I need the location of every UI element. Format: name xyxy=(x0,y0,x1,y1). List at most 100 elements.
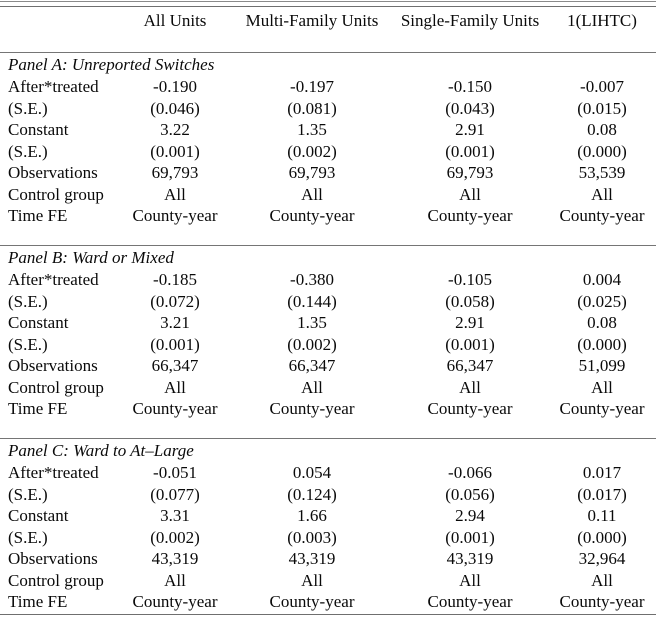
table-row: Constant 3.22 1.35 2.91 0.08 xyxy=(0,119,656,141)
table-row: Control group All All All All xyxy=(0,570,656,592)
table-row: Time FE County-year County-year County-year… xyxy=(0,205,656,227)
value-cell: All xyxy=(164,184,186,204)
header-rule xyxy=(0,52,656,53)
value-cell: County-year xyxy=(269,399,355,418)
value-cell: (0.001) xyxy=(150,141,200,161)
value-cell: 3.22 xyxy=(160,120,190,139)
value-cell: County-year xyxy=(559,206,645,225)
row-label: Control group xyxy=(8,184,104,204)
value-cell: All xyxy=(164,377,186,397)
row-label: (S.E.) xyxy=(8,98,48,118)
value-cell: All xyxy=(301,377,323,397)
table-row: Observations 69,793 69,793 69,793 53,539 xyxy=(0,162,656,184)
table-row: (S.E.) (0.001) (0.002) (0.001) (0.000) xyxy=(0,141,656,163)
panel-separator-rule xyxy=(0,438,656,439)
row-label: (S.E.) xyxy=(8,527,48,547)
table-row: Control group All All All All xyxy=(0,377,656,399)
value-cell: 3.31 xyxy=(160,506,190,525)
value-cell: County-year xyxy=(427,592,513,611)
row-label: After*treated xyxy=(8,77,99,96)
table-row: (S.E.) (0.072) (0.144) (0.058) (0.025) xyxy=(0,291,656,313)
value-cell: (0.058) xyxy=(445,291,495,311)
value-cell: (0.000) xyxy=(577,527,627,547)
table-row: Observations 66,347 66,347 66,347 51,099 xyxy=(0,355,656,377)
panel-title: Panel A: Unreported Switches xyxy=(8,55,215,74)
value-cell: (0.046) xyxy=(150,98,200,118)
value-cell: (0.056) xyxy=(445,484,495,504)
value-cell: 0.017 xyxy=(582,463,622,482)
value-cell: -0.105 xyxy=(448,270,492,289)
bottom-double-rule xyxy=(0,613,656,619)
table-row: Observations 43,319 43,319 43,319 32,964 xyxy=(0,548,656,570)
value-cell: All xyxy=(301,570,323,590)
value-cell: -0.150 xyxy=(448,77,492,96)
column-header-multi-family-units: Multi-Family Units xyxy=(245,11,379,30)
value-cell: 66,347 xyxy=(446,356,494,375)
table-row: (S.E.) (0.002) (0.003) (0.001) (0.000) xyxy=(0,527,656,549)
value-cell: County-year xyxy=(559,592,645,611)
row-label: Observations xyxy=(8,356,98,375)
row-label: Time FE xyxy=(8,592,68,611)
column-header-single-family-units: Single-Family Units xyxy=(400,11,540,30)
row-label: (S.E.) xyxy=(8,334,48,354)
table-row: Control group All All All All xyxy=(0,184,656,206)
top-double-rule xyxy=(0,1,656,7)
table-row: Time FE County-year County-year County-year… xyxy=(0,398,656,420)
value-cell: All xyxy=(591,570,613,590)
row-label: (S.E.) xyxy=(8,291,48,311)
value-cell: 66,347 xyxy=(288,356,336,375)
value-cell: (0.001) xyxy=(150,334,200,354)
value-cell: (0.072) xyxy=(150,291,200,311)
value-cell: 32,964 xyxy=(578,549,626,568)
value-cell: County-year xyxy=(132,206,218,225)
value-cell: (0.000) xyxy=(577,334,627,354)
value-cell: (0.144) xyxy=(287,291,337,311)
value-cell: County-year xyxy=(269,592,355,611)
row-label: Time FE xyxy=(8,399,68,418)
value-cell: (0.015) xyxy=(577,98,627,118)
value-cell: County-year xyxy=(132,399,218,418)
value-cell: 0.004 xyxy=(582,270,622,289)
table-row: (S.E.) (0.077) (0.124) (0.056) (0.017) xyxy=(0,484,656,506)
value-cell: 43,319 xyxy=(288,549,336,568)
value-cell: County-year xyxy=(427,206,513,225)
value-cell: (0.001) xyxy=(445,334,495,354)
value-cell: 3.21 xyxy=(160,313,190,332)
panel-gap xyxy=(0,420,656,439)
table-row: Constant 3.31 1.66 2.94 0.11 xyxy=(0,505,656,527)
row-label: Constant xyxy=(8,120,69,139)
row-label: Control group xyxy=(8,377,104,397)
row-label: Constant xyxy=(8,313,69,332)
row-label: After*treated xyxy=(8,270,99,289)
value-cell: (0.025) xyxy=(577,291,627,311)
value-cell: (0.001) xyxy=(445,527,495,547)
value-cell: 1.66 xyxy=(297,506,327,525)
panel-separator-rule xyxy=(0,245,656,246)
table-row: Constant 3.21 1.35 2.91 0.08 xyxy=(0,312,656,334)
value-cell: 43,319 xyxy=(151,549,199,568)
value-cell: All xyxy=(459,377,481,397)
value-cell: County-year xyxy=(132,592,218,611)
value-cell: All xyxy=(459,570,481,590)
table-row: Time FE County-year County-year County-year… xyxy=(0,591,656,613)
value-cell: All xyxy=(459,184,481,204)
column-header-empty xyxy=(0,11,118,52)
value-cell: -0.185 xyxy=(153,270,197,289)
value-cell: (0.002) xyxy=(287,334,337,354)
row-label: Control group xyxy=(8,570,104,590)
value-cell: -0.190 xyxy=(153,77,197,96)
value-cell: County-year xyxy=(269,206,355,225)
value-cell: 69,793 xyxy=(288,163,336,182)
value-cell: (0.017) xyxy=(577,484,627,504)
table-row: (S.E.) (0.001) (0.002) (0.001) (0.000) xyxy=(0,334,656,356)
value-cell: 0.08 xyxy=(587,313,617,332)
table-row: (S.E.) (0.046) (0.081) (0.043) (0.015) xyxy=(0,98,656,120)
value-cell: (0.002) xyxy=(287,141,337,161)
panel-title: Panel B: Ward or Mixed xyxy=(8,248,174,267)
value-cell: -0.380 xyxy=(290,270,334,289)
value-cell: 1.35 xyxy=(297,120,327,139)
panel-title: Panel C: Ward to At–Large xyxy=(8,441,194,460)
value-cell: All xyxy=(591,184,613,204)
value-cell: (0.077) xyxy=(150,484,200,504)
